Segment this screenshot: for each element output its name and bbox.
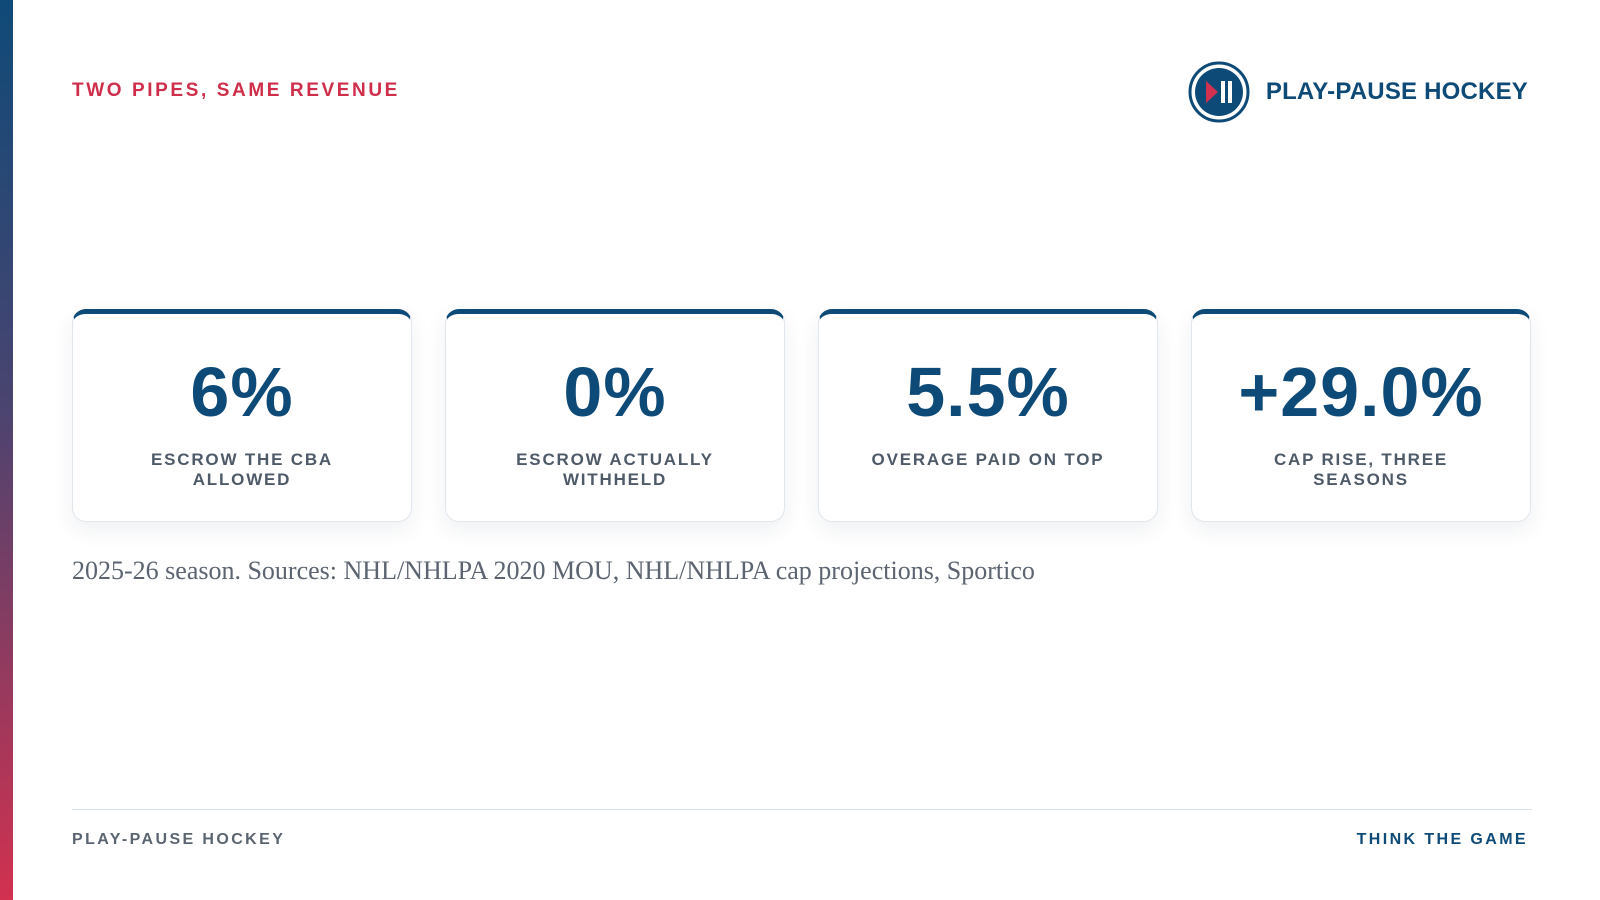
slide-kicker: TWO PIPES, SAME REVENUE (72, 80, 400, 101)
stat-cards: 6% ESCROW THE CBA ALLOWED 0% ESCROW ACTU… (72, 309, 1532, 522)
brand-lockup: PLAY-PAUSE HOCKEY (1188, 61, 1528, 123)
source-note: 2025-26 season. Sources: NHL/NHLPA 2020 … (72, 556, 1035, 585)
stat-card-escrow-allowed: 6% ESCROW THE CBA ALLOWED (72, 309, 412, 522)
footer-divider (72, 809, 1532, 810)
brand-name: PLAY-PAUSE HOCKEY (1265, 78, 1528, 105)
stat-value: +29.0% (1238, 353, 1484, 431)
stat-card-escrow-withheld: 0% ESCROW ACTUALLY WITHHELD (445, 309, 785, 522)
stat-card-overage: 5.5% OVERAGE PAID ON TOP (818, 309, 1158, 522)
footer-brand: PLAY-PAUSE HOCKEY (72, 831, 286, 848)
play-pause-icon (1188, 61, 1250, 123)
side-accent-bar (0, 0, 13, 900)
stat-label: CAP RISE, THREE SEASONS (1273, 450, 1449, 489)
stat-label: OVERAGE PAID ON TOP (871, 450, 1105, 469)
stat-card-cap-rise: +29.0% CAP RISE, THREE SEASONS (1191, 309, 1531, 522)
stat-value: 6% (190, 353, 294, 431)
stat-label: ESCROW ACTUALLY WITHHELD (516, 450, 714, 489)
footer-tagline: THINK THE GAME (1356, 831, 1528, 848)
stat-value: 0% (563, 353, 667, 431)
stat-label: ESCROW THE CBA ALLOWED (151, 450, 333, 489)
stat-value: 5.5% (906, 353, 1070, 431)
